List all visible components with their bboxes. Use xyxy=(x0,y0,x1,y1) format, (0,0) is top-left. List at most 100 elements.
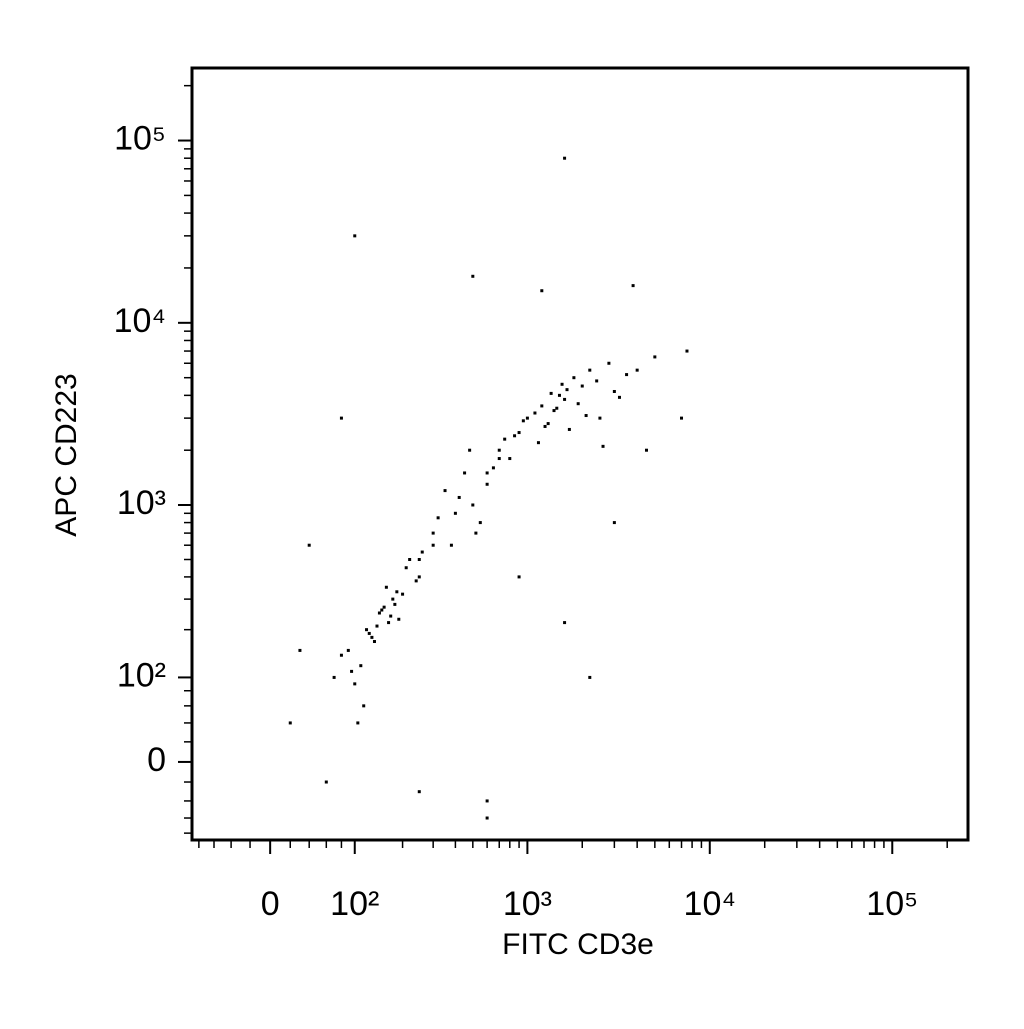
event-dot xyxy=(393,602,397,606)
event-dot xyxy=(468,448,472,452)
event-dot xyxy=(356,721,360,725)
event-dot xyxy=(372,640,376,644)
event-dot xyxy=(436,516,440,520)
event-dot xyxy=(491,466,495,470)
event-dot xyxy=(546,422,550,426)
event-dot xyxy=(362,704,366,708)
event-dot xyxy=(517,575,521,579)
event-dot xyxy=(555,406,559,410)
event-dot xyxy=(517,431,521,435)
event-dot xyxy=(431,531,435,535)
event-dot xyxy=(563,397,567,401)
event-dot xyxy=(353,234,357,238)
event-dot xyxy=(598,416,602,420)
y-tick-label: 10⁴ xyxy=(114,302,166,340)
event-dot xyxy=(457,495,461,499)
event-dot xyxy=(497,457,501,461)
y-tick-label: 10³ xyxy=(117,484,166,522)
event-dot xyxy=(625,373,629,377)
event-dot xyxy=(307,543,311,547)
event-dot xyxy=(601,444,605,448)
event-dot xyxy=(298,648,302,652)
event-dot xyxy=(503,437,507,441)
event-dot xyxy=(359,664,363,668)
event-dot xyxy=(536,441,540,445)
event-dot xyxy=(353,682,357,686)
event-dot xyxy=(474,531,478,535)
event-dot xyxy=(635,368,639,372)
event-dot xyxy=(375,624,379,628)
event-dot xyxy=(533,411,537,415)
x-tick-label: 0 xyxy=(261,885,280,923)
event-dot xyxy=(408,558,412,562)
event-dot xyxy=(497,448,501,452)
y-tick-label: 10⁵ xyxy=(114,120,166,158)
event-dot xyxy=(612,389,616,393)
event-dot xyxy=(417,790,421,794)
event-dot xyxy=(382,605,386,609)
event-dot xyxy=(685,349,689,353)
event-dot xyxy=(612,521,616,525)
event-dot xyxy=(367,631,371,635)
event-dot xyxy=(653,355,657,359)
event-dot xyxy=(478,521,482,525)
x-tick-label: 10⁴ xyxy=(684,885,736,923)
event-dot xyxy=(404,566,408,570)
event-dot xyxy=(485,471,489,475)
event-dot xyxy=(572,376,576,380)
event-dot xyxy=(549,391,553,395)
event-dot xyxy=(397,617,401,621)
event-dot xyxy=(365,628,369,632)
event-dot xyxy=(417,558,421,562)
x-tick-label: 10³ xyxy=(503,885,552,923)
event-dot xyxy=(576,402,580,406)
event-dot xyxy=(449,543,453,547)
event-dot xyxy=(680,416,684,420)
event-dot xyxy=(543,424,547,428)
event-dot xyxy=(565,388,569,392)
event-dot xyxy=(513,434,517,438)
event-dot xyxy=(384,585,388,589)
event-dot xyxy=(563,156,567,160)
y-tick-label: 0 xyxy=(147,741,166,779)
event-dot xyxy=(485,799,489,803)
event-dot xyxy=(420,550,424,554)
event-dot xyxy=(584,414,588,418)
event-dot xyxy=(387,621,391,625)
event-dot xyxy=(414,579,418,583)
event-dot xyxy=(288,721,292,725)
event-dot xyxy=(588,675,592,679)
event-dot xyxy=(395,590,399,594)
event-dot xyxy=(485,816,489,820)
event-dot xyxy=(508,457,512,461)
event-dot xyxy=(540,404,544,408)
event-dot xyxy=(380,608,384,612)
event-dot xyxy=(417,575,421,579)
event-dot xyxy=(521,419,525,423)
event-dot xyxy=(525,416,529,420)
event-dot xyxy=(391,597,395,601)
event-dot xyxy=(557,393,561,397)
event-dot xyxy=(350,669,354,673)
event-dot xyxy=(644,448,648,452)
event-dot xyxy=(401,592,405,596)
event-dot xyxy=(580,384,584,388)
event-dot xyxy=(339,416,343,420)
event-dot xyxy=(453,511,457,515)
event-dot xyxy=(631,284,635,288)
event-dot xyxy=(471,274,475,278)
event-dot xyxy=(346,648,350,652)
event-dot xyxy=(370,635,374,639)
event-dot xyxy=(471,503,475,507)
event-dot xyxy=(443,489,447,493)
event-dot xyxy=(463,471,467,475)
event-dot xyxy=(332,675,336,679)
event-dot xyxy=(552,409,556,413)
event-dot xyxy=(563,621,567,625)
x-tick-label: 10⁵ xyxy=(866,885,918,923)
event-dot xyxy=(540,289,544,293)
event-dot xyxy=(389,614,393,618)
x-axis-title: FITC CD3e xyxy=(502,928,654,961)
event-dot xyxy=(595,379,599,383)
